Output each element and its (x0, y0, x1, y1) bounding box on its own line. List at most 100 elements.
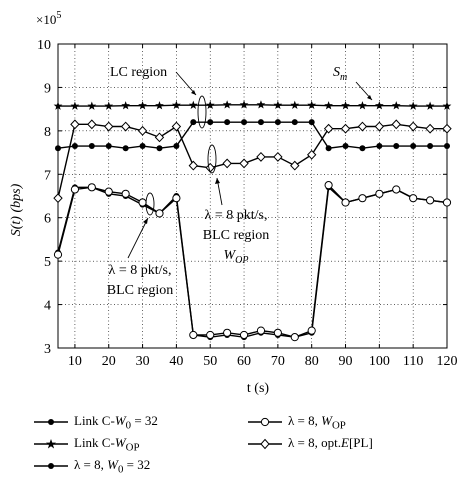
data-point (257, 119, 264, 126)
data-point (206, 330, 215, 340)
y-tick-label: 9 (44, 81, 51, 96)
annotation-wop-ellipse (207, 144, 217, 174)
annotation-blc-left-line2: BLC region (107, 283, 174, 298)
y-tick-label: 8 (44, 125, 51, 140)
data-point (341, 101, 350, 110)
series-line (57, 123, 447, 199)
data-point (104, 121, 114, 132)
data-point (256, 100, 266, 109)
y-multiplier-exp: 5 (56, 10, 61, 21)
legend-marker-dot-icon (34, 463, 68, 469)
legend-item: Link C-W0 = 32 (34, 412, 158, 432)
legend-item: λ = 8, W0 = 32 (34, 456, 150, 476)
data-point (105, 143, 112, 150)
series-1 (53, 100, 452, 110)
data-point (274, 119, 281, 126)
data-point (290, 333, 299, 342)
data-point (172, 194, 181, 203)
data-point (375, 189, 384, 198)
data-point (53, 250, 63, 259)
annotation-sm: Sm (333, 65, 347, 83)
data-point (340, 123, 351, 134)
legend-label: λ = 8, WOP (288, 412, 346, 432)
data-point (391, 119, 401, 130)
legend-marker-star-icon (34, 439, 68, 449)
data-point (291, 119, 298, 126)
x-tick-label: 20 (102, 354, 116, 369)
grid-layer (58, 43, 448, 349)
data-point (87, 101, 97, 110)
data-point (325, 145, 332, 152)
series-3 (53, 181, 452, 342)
x-tick-label: 120 (437, 354, 458, 369)
annotation-wop-arrowhead (215, 178, 220, 184)
data-point (222, 158, 232, 169)
data-point (239, 158, 249, 169)
data-point (410, 143, 417, 150)
legend-marker-diamond-icon (248, 438, 282, 450)
y-axis-label: S(t) (bps) (9, 183, 24, 236)
y-tick-label: 5 (44, 255, 51, 270)
annotation-layer: ×105 t (s) S(t) (bps) LC region Sm λ = 8… (9, 10, 373, 396)
legend-label: Link C-W0 = 32 (74, 412, 158, 432)
data-point (104, 101, 114, 110)
data-point (342, 143, 349, 150)
data-point (224, 119, 231, 126)
data-point (138, 101, 147, 110)
y-tick-label: 6 (44, 212, 51, 227)
annotation-lc-region: LC region (110, 65, 167, 80)
x-tick-label: 40 (169, 354, 183, 369)
data-point (256, 326, 266, 335)
data-point (427, 143, 434, 150)
data-point (408, 121, 418, 132)
legend-label: λ = 8, W0 = 32 (74, 456, 151, 476)
legend-item: λ = 8, WOP (248, 412, 346, 432)
data-point (444, 143, 450, 150)
annotation-lc-arrow (175, 71, 197, 96)
data-point (223, 328, 232, 337)
data-point (273, 100, 283, 109)
x-tick-label: 50 (203, 354, 217, 369)
x-axis-label: t (s) (247, 381, 270, 396)
data-point (359, 145, 366, 152)
data-point (239, 100, 249, 109)
data-point (307, 326, 316, 335)
data-point (122, 145, 129, 152)
annotation-lc-arrowhead (191, 90, 196, 95)
data-point (104, 187, 113, 196)
data-point (408, 101, 418, 110)
data-point (358, 101, 367, 110)
data-point (409, 194, 418, 203)
data-point (442, 123, 452, 134)
data-point (171, 121, 182, 132)
data-point (155, 209, 164, 218)
data-point (239, 330, 249, 340)
data-point (374, 101, 384, 110)
data-point (324, 181, 333, 190)
data-point (222, 100, 232, 109)
data-point (137, 125, 148, 136)
data-point (392, 185, 401, 194)
x-tick-label: 60 (237, 354, 251, 369)
data-point (53, 101, 63, 110)
data-point (205, 100, 215, 109)
x-tick-label: 30 (136, 354, 150, 369)
series-line (58, 104, 447, 107)
data-point (307, 149, 317, 160)
data-point (341, 198, 350, 207)
tick-layer: 3 4 5 6 7 8 9 10 10 20 30 40 50 60 70 80 90 100 110 120 (37, 38, 458, 369)
data-point (70, 119, 80, 130)
data-point (172, 100, 181, 109)
y-tick-label: 4 (44, 299, 51, 314)
data-point (190, 119, 197, 126)
annotation-blc-top-wsub: OP (235, 255, 248, 266)
data-point (155, 101, 164, 110)
y-tick-label: 3 (44, 342, 51, 357)
data-point (393, 143, 400, 150)
data-point (55, 145, 61, 152)
data-point (121, 189, 130, 198)
legend-marker-circle-icon (248, 417, 282, 427)
y-multiplier: ×105 (36, 10, 61, 27)
data-point (189, 330, 198, 340)
data-point (88, 143, 95, 150)
